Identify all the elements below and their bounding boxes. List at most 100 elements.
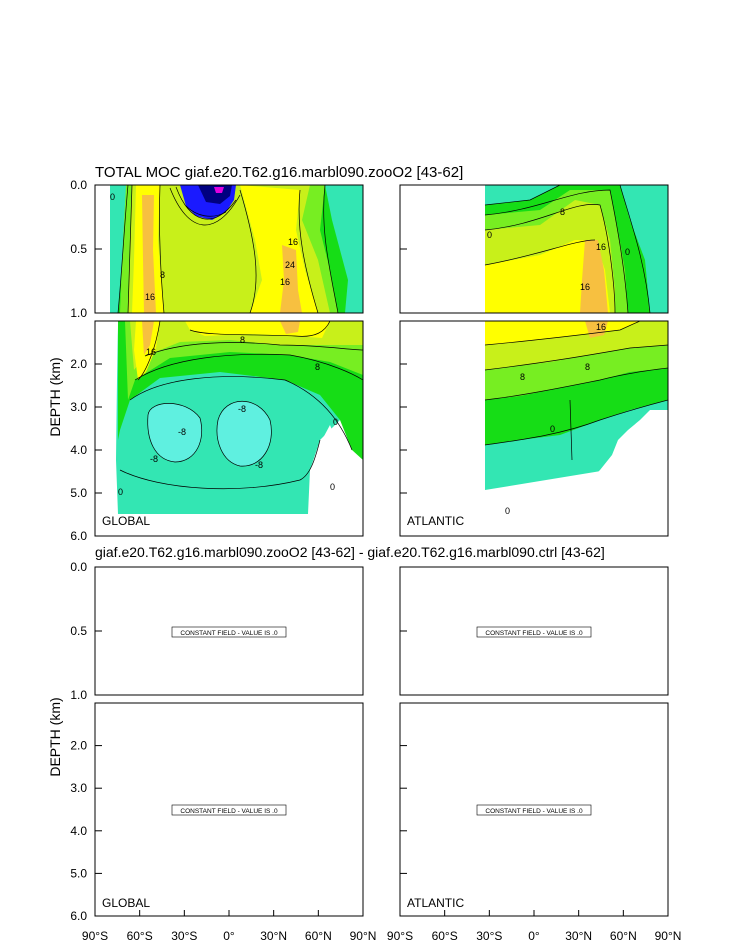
svg-text:8: 8 xyxy=(160,270,165,280)
svg-text:0: 0 xyxy=(625,247,630,257)
global-lower-bathymetry-bottom xyxy=(95,514,363,536)
atlantic-upper-yellow xyxy=(485,240,610,313)
constant-field-box-atlantic-upper: CONSTANT FIELD - VALUE IS .0 xyxy=(476,626,592,638)
y-tick-label: 1.0 xyxy=(70,688,87,702)
svg-text:-8: -8 xyxy=(255,460,263,470)
atlantic-lower-bathymetry xyxy=(485,410,668,536)
x-tick-label: 0° xyxy=(223,929,235,943)
atlantic-lower-bathymetry-west xyxy=(400,321,485,536)
global-upper-orange-south xyxy=(142,195,156,313)
constant-field-box-global-lower: CONSTANT FIELD - VALUE IS .0 xyxy=(171,804,287,816)
global-lower-bathymetry-south xyxy=(95,321,118,514)
y-tick-label: 5.0 xyxy=(70,866,87,880)
svg-text:CONSTANT FIELD - VALUE IS .0: CONSTANT FIELD - VALUE IS .0 xyxy=(485,630,583,637)
global-lower-contour-labels: 16 8 8 -8 -8 -8 -8 0 0 0 xyxy=(118,335,338,497)
svg-text:16: 16 xyxy=(280,277,290,287)
constant-field-box-atlantic-lower: CONSTANT FIELD - VALUE IS .0 xyxy=(476,804,592,816)
atlantic-upper-orange xyxy=(580,240,608,313)
svg-text:-8: -8 xyxy=(178,427,186,437)
x-tick-label: 90°N xyxy=(655,929,682,943)
svg-text:0: 0 xyxy=(550,424,555,434)
global-upper-cyan-south xyxy=(110,185,128,313)
svg-text:CONSTANT FIELD - VALUE IS .0: CONSTANT FIELD - VALUE IS .0 xyxy=(485,808,583,815)
y-tick-label: 1.0 xyxy=(70,306,87,320)
x-tick-label: 60°S xyxy=(127,929,153,943)
y-tick-label: 0.5 xyxy=(70,624,87,638)
x-tick-label: 30°N xyxy=(565,929,592,943)
constant-field-box-global-upper: CONSTANT FIELD - VALUE IS .0 xyxy=(171,626,287,638)
x-tick-label: 60°S xyxy=(432,929,458,943)
atlantic-upper-panel xyxy=(400,185,668,313)
global-lower-frame xyxy=(94,320,364,537)
global-upper-orange-north xyxy=(280,245,302,313)
y-tick-label: 0.5 xyxy=(70,242,87,256)
svg-text:16: 16 xyxy=(580,282,590,292)
bottom-title: giaf.e20.T62.g16.marbl090.zooO2 [43-62] … xyxy=(95,544,605,560)
svg-text:-8: -8 xyxy=(238,404,246,414)
svg-text:CONSTANT FIELD - VALUE IS .0: CONSTANT FIELD - VALUE IS .0 xyxy=(180,630,278,637)
svg-text:8: 8 xyxy=(585,362,590,372)
atlantic-upper-contour-labels: 16 16 8 0 0 xyxy=(487,207,630,292)
axis-ticks: 0.0 0.5 1.0 2.0 3.0 4.0 5.0 6.0 0.0 0.5 1.0 2.0 3.0 4… xyxy=(70,178,681,943)
svg-text:8: 8 xyxy=(560,207,565,217)
y-tick-label: 3.0 xyxy=(70,400,87,414)
y-tick-label: 5.0 xyxy=(70,486,87,500)
svg-text:0: 0 xyxy=(487,230,492,240)
y-tick-label: 2.0 xyxy=(70,739,87,753)
y-tick-label: 3.0 xyxy=(70,781,87,795)
global-upper-yellow-north xyxy=(240,185,318,313)
svg-text:0: 0 xyxy=(330,482,335,492)
global-lower-orange-south xyxy=(142,321,154,355)
x-tick-label: 90°S xyxy=(82,929,108,943)
atlantic-upper-panel-label: ATLANTIC xyxy=(407,514,464,528)
x-tick-label: 60°N xyxy=(610,929,637,943)
atlantic-lower-contour-labels: 16 8 8 0 0 xyxy=(505,322,606,516)
global-upper-contour-labels: 16 16 24 8 16 0 xyxy=(110,192,298,302)
ylabel-bottom: DEPTH (km) xyxy=(47,697,63,776)
global-lower-yellow-south xyxy=(134,321,160,380)
svg-text:16: 16 xyxy=(145,292,155,302)
x-tick-label: 30°S xyxy=(171,929,197,943)
global-lower-orange-north xyxy=(280,321,300,334)
atlantic-lower-frame xyxy=(399,320,669,537)
svg-text:8: 8 xyxy=(315,362,320,372)
x-tick-label: 0° xyxy=(528,929,540,943)
global-lower-deep-cell-eq xyxy=(216,401,272,467)
svg-text:8: 8 xyxy=(240,335,245,345)
svg-text:24: 24 xyxy=(285,260,295,270)
top-title: TOTAL MOC giaf.e20.T62.g16.marbl090.zooO… xyxy=(95,164,463,181)
svg-text:0: 0 xyxy=(118,487,123,497)
y-tick-label: 0.0 xyxy=(70,178,87,192)
atlantic-lower-panel xyxy=(400,321,668,536)
svg-text:-8: -8 xyxy=(150,454,158,464)
global-upper-magenta-cell xyxy=(214,187,224,193)
global-lower-panel-label: GLOBAL xyxy=(102,896,150,910)
x-tick-label: 60°N xyxy=(305,929,332,943)
svg-text:CONSTANT FIELD - VALUE IS .0: CONSTANT FIELD - VALUE IS .0 xyxy=(180,808,278,815)
ylabel-top: DEPTH (km) xyxy=(47,357,63,436)
y-tick-label: 4.0 xyxy=(70,443,87,457)
y-tick-label: 4.0 xyxy=(70,824,87,838)
svg-text:0: 0 xyxy=(505,506,510,516)
svg-text:0: 0 xyxy=(333,417,338,427)
svg-text:16: 16 xyxy=(146,347,156,357)
global-lower-panel xyxy=(95,321,363,536)
y-tick-label: 6.0 xyxy=(70,909,87,923)
global-upper-cyan-north xyxy=(325,185,363,313)
x-tick-label: 90°N xyxy=(350,929,377,943)
y-tick-label: 0.0 xyxy=(70,560,87,574)
global-upper-panel-label: GLOBAL xyxy=(102,514,150,528)
global-upper-darkblue-cell xyxy=(198,185,232,204)
svg-text:0: 0 xyxy=(110,192,115,202)
x-tick-label: 30°N xyxy=(260,929,287,943)
y-tick-label: 2.0 xyxy=(70,357,87,371)
global-lower-deep-cell-south xyxy=(147,403,202,462)
x-tick-label: 90°S xyxy=(387,929,413,943)
svg-text:16: 16 xyxy=(596,322,606,332)
svg-text:16: 16 xyxy=(288,237,298,247)
x-tick-label: 30°S xyxy=(476,929,502,943)
y-tick-label: 6.0 xyxy=(70,529,87,543)
global-upper-panel xyxy=(95,185,363,313)
svg-text:8: 8 xyxy=(520,372,525,382)
